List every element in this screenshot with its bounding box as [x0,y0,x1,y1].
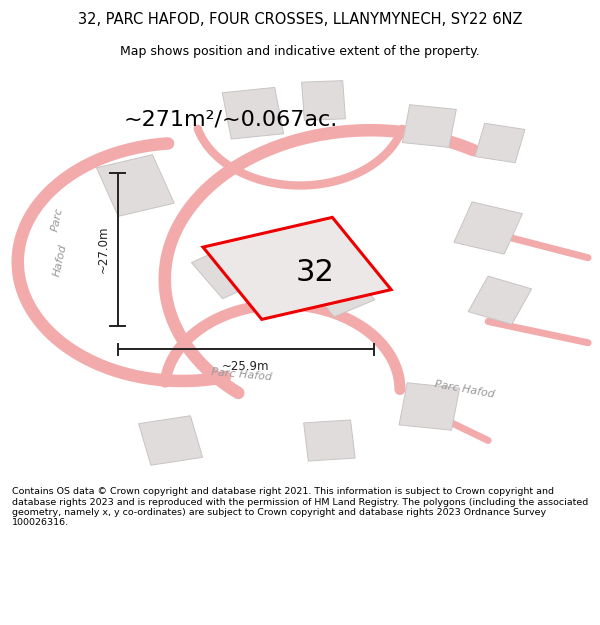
Text: Hafod: Hafod [52,242,68,277]
Text: 32: 32 [295,258,334,287]
Text: ~271m²/~0.067ac.: ~271m²/~0.067ac. [124,109,338,129]
Text: Parc: Parc [50,206,65,232]
Text: Parc Hafod: Parc Hafod [211,367,272,382]
Polygon shape [399,382,460,430]
Polygon shape [203,217,391,319]
Text: 32, PARC HAFOD, FOUR CROSSES, LLANYMYNECH, SY22 6NZ: 32, PARC HAFOD, FOUR CROSSES, LLANYMYNEC… [78,12,522,27]
Text: Parc Hafod: Parc Hafod [434,379,496,400]
Polygon shape [139,416,203,465]
Text: ~27.0m: ~27.0m [97,226,110,273]
Polygon shape [403,105,457,148]
Polygon shape [97,154,174,216]
Polygon shape [308,267,375,317]
Text: Map shows position and indicative extent of the property.: Map shows position and indicative extent… [120,45,480,58]
Polygon shape [468,276,532,324]
Polygon shape [302,81,346,121]
Polygon shape [191,242,268,299]
Text: Contains OS data © Crown copyright and database right 2021. This information is : Contains OS data © Crown copyright and d… [12,488,588,528]
Polygon shape [454,202,523,254]
Polygon shape [475,123,525,162]
Polygon shape [222,88,284,139]
Polygon shape [304,420,355,461]
Text: ~25.9m: ~25.9m [222,360,269,372]
